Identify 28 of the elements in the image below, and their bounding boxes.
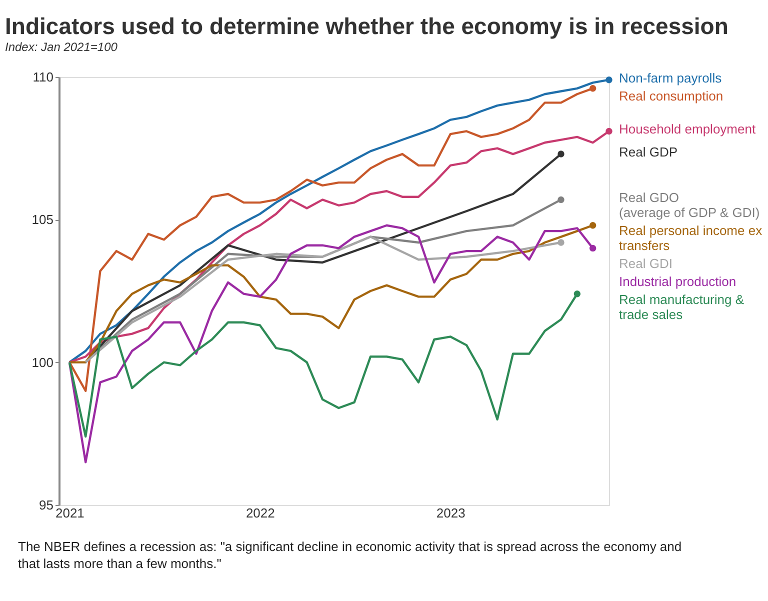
point xyxy=(558,196,564,204)
y-tick-label: 95 xyxy=(39,498,54,512)
text: Real manufacturing & trade sales xyxy=(619,292,744,322)
y-tick-label: 110 xyxy=(32,70,54,84)
text: Real GDP xyxy=(619,144,678,160)
point xyxy=(589,222,596,229)
point xyxy=(558,150,564,158)
point xyxy=(606,76,612,84)
series-label: Real consumption xyxy=(619,88,724,104)
x-tick-label: 2021 xyxy=(55,506,84,520)
point xyxy=(589,85,596,92)
chart-subtitle: Index: Jan 2021=100 xyxy=(5,40,118,54)
x-tick-label: 2023 xyxy=(436,506,466,520)
series-label: Non-farm payrolls xyxy=(619,70,722,86)
point xyxy=(558,239,564,246)
text: Real GDI xyxy=(619,256,672,272)
point xyxy=(606,128,612,135)
text: Industrial production xyxy=(619,274,736,290)
series-label: Household employment xyxy=(619,122,756,137)
chart-title: Indicators used to determine whether the economy is in recession xyxy=(5,13,728,39)
y-tick-label: 100 xyxy=(32,354,54,370)
y-tick-label: 105 xyxy=(32,212,54,228)
series-label: Real personal income ex transfers xyxy=(619,223,763,254)
text: Real GDO (average of GDP & GDI) xyxy=(619,190,760,220)
point xyxy=(589,244,596,252)
text: The NBER defines a recession as: "a significant decline in economic activity that is spread across the economy and that lasts more than a few months." xyxy=(18,539,682,571)
point xyxy=(574,290,581,298)
x-tick-label: 2022 xyxy=(246,506,275,520)
